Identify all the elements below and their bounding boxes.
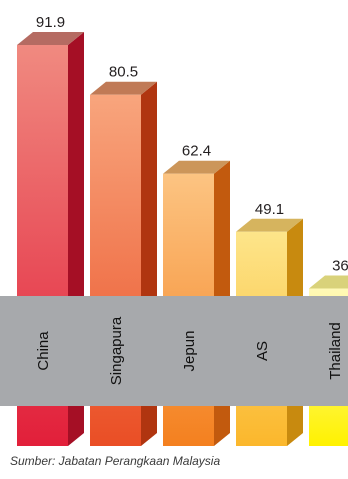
category-label: China [35,331,52,371]
category-label-band [0,296,348,406]
source-note: Sumber: Jabatan Perangkaan Malaysia [10,454,220,468]
data-label: 91.9 [36,14,65,31]
bar-top [309,275,348,288]
data-label: 62.4 [182,143,211,160]
data-label: 36. [332,257,348,274]
category-label: Jepun [181,331,198,372]
category-label: Singapura [108,316,125,385]
data-label: 49.1 [255,201,284,218]
category-label: AS [254,341,271,361]
data-label: 80.5 [109,64,138,81]
category-label: Thailand [327,322,344,380]
